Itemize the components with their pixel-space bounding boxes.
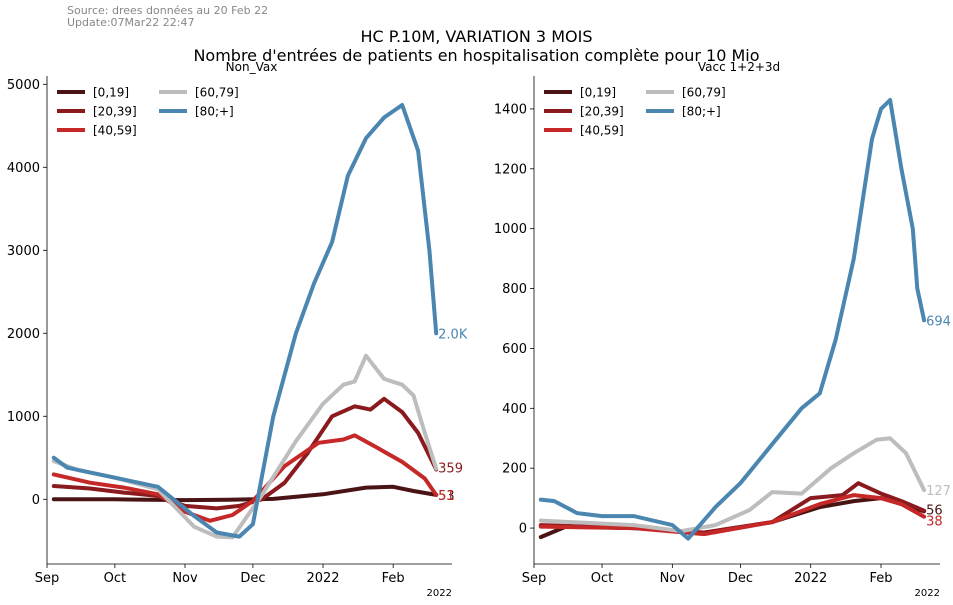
x-offset-label: 2022 [915, 588, 940, 599]
y-tick-label: 1400 [494, 102, 527, 117]
x-tick-label: Oct [104, 571, 126, 586]
y-tick-label: 3000 [7, 244, 40, 259]
series-line--80- [538, 98, 927, 541]
x-tick-label: 2022 [306, 571, 339, 586]
y-tick-label: 0 [32, 493, 40, 508]
series-line--40-59- [538, 493, 927, 537]
legend-label: [60,79] [682, 86, 726, 100]
x-offset-label: 2022 [427, 588, 452, 599]
legend-label: [20,39] [580, 105, 624, 119]
source-line: Source: drees données au 20 Feb 22 [67, 4, 269, 17]
x-tick-label: Nov [172, 571, 198, 586]
series-line--0-19- [51, 484, 439, 503]
y-tick-label: 400 [502, 402, 527, 417]
series-end-label: 359 [438, 461, 463, 476]
panel-title: Vacc 1+2+3d [698, 60, 780, 74]
y-tick-label: 800 [502, 282, 527, 297]
legend-label: [0,19] [93, 86, 129, 100]
y-tick-label: 4000 [7, 161, 40, 176]
x-tick-label: Nov [660, 571, 686, 586]
update-line: Update:07Mar22 22:47 [67, 16, 195, 29]
y-tick-label: 2000 [7, 327, 40, 342]
series-end-label: 51 [438, 489, 455, 504]
series-end-label: 2.0K [438, 327, 468, 342]
figure-subtitle: Nombre d'entrées de patients en hospital… [193, 46, 760, 65]
x-tick-label: Feb [382, 571, 405, 586]
source-note: Source: drees données au 20 Feb 22 Updat… [67, 5, 268, 29]
chart-panel-vacc: Vacc 1+2+3d 0 200 400 600 800 1000 1200 1400 Sep O… [494, 60, 951, 599]
legend-label: [80;+] [195, 105, 234, 119]
y-tick-label: 0 [519, 522, 527, 537]
x-tick-label: Oct [591, 571, 613, 586]
y-tick-label: 1000 [7, 410, 40, 425]
series-end-label: 38 [926, 515, 943, 530]
panel-title: Non_Vax [226, 60, 278, 74]
y-tick-label: 1000 [494, 222, 527, 237]
figure-title: HC P.10M, VARIATION 3 MOIS [360, 27, 593, 46]
x-tick-label: Sep [35, 571, 60, 586]
x-tick-label: Sep [522, 571, 547, 586]
legend-label: [40,59] [93, 124, 137, 138]
series-line--60-79- [51, 353, 439, 540]
legend-label: [20,39] [93, 105, 137, 119]
y-tick-label: 5000 [7, 78, 40, 93]
y-tick-label: 1200 [494, 162, 527, 177]
legend-label: [0,19] [580, 86, 616, 100]
y-tick-label: 600 [502, 342, 527, 357]
x-tick-label: 2022 [794, 571, 827, 586]
legend-label: [40,59] [580, 124, 624, 138]
series-end-label: 56 [926, 503, 943, 518]
series-end-label: 694 [926, 314, 951, 329]
chart-panel-non-vax: Non_Vax 0 1000 2000 3000 4000 5000 Sep Oct Nov Dec… [7, 60, 468, 599]
legend-label: [60,79] [195, 86, 239, 100]
x-tick-label: Dec [728, 571, 753, 586]
y-tick-label: 200 [502, 462, 527, 477]
x-tick-label: Feb [870, 571, 893, 586]
series-line--80- [51, 103, 439, 539]
legend-label: [80;+] [682, 105, 721, 119]
x-tick-label: Dec [240, 571, 265, 586]
series-line--20-39- [51, 396, 439, 511]
series-end-label: 127 [926, 484, 951, 499]
series-end-label: 53 [438, 489, 455, 504]
